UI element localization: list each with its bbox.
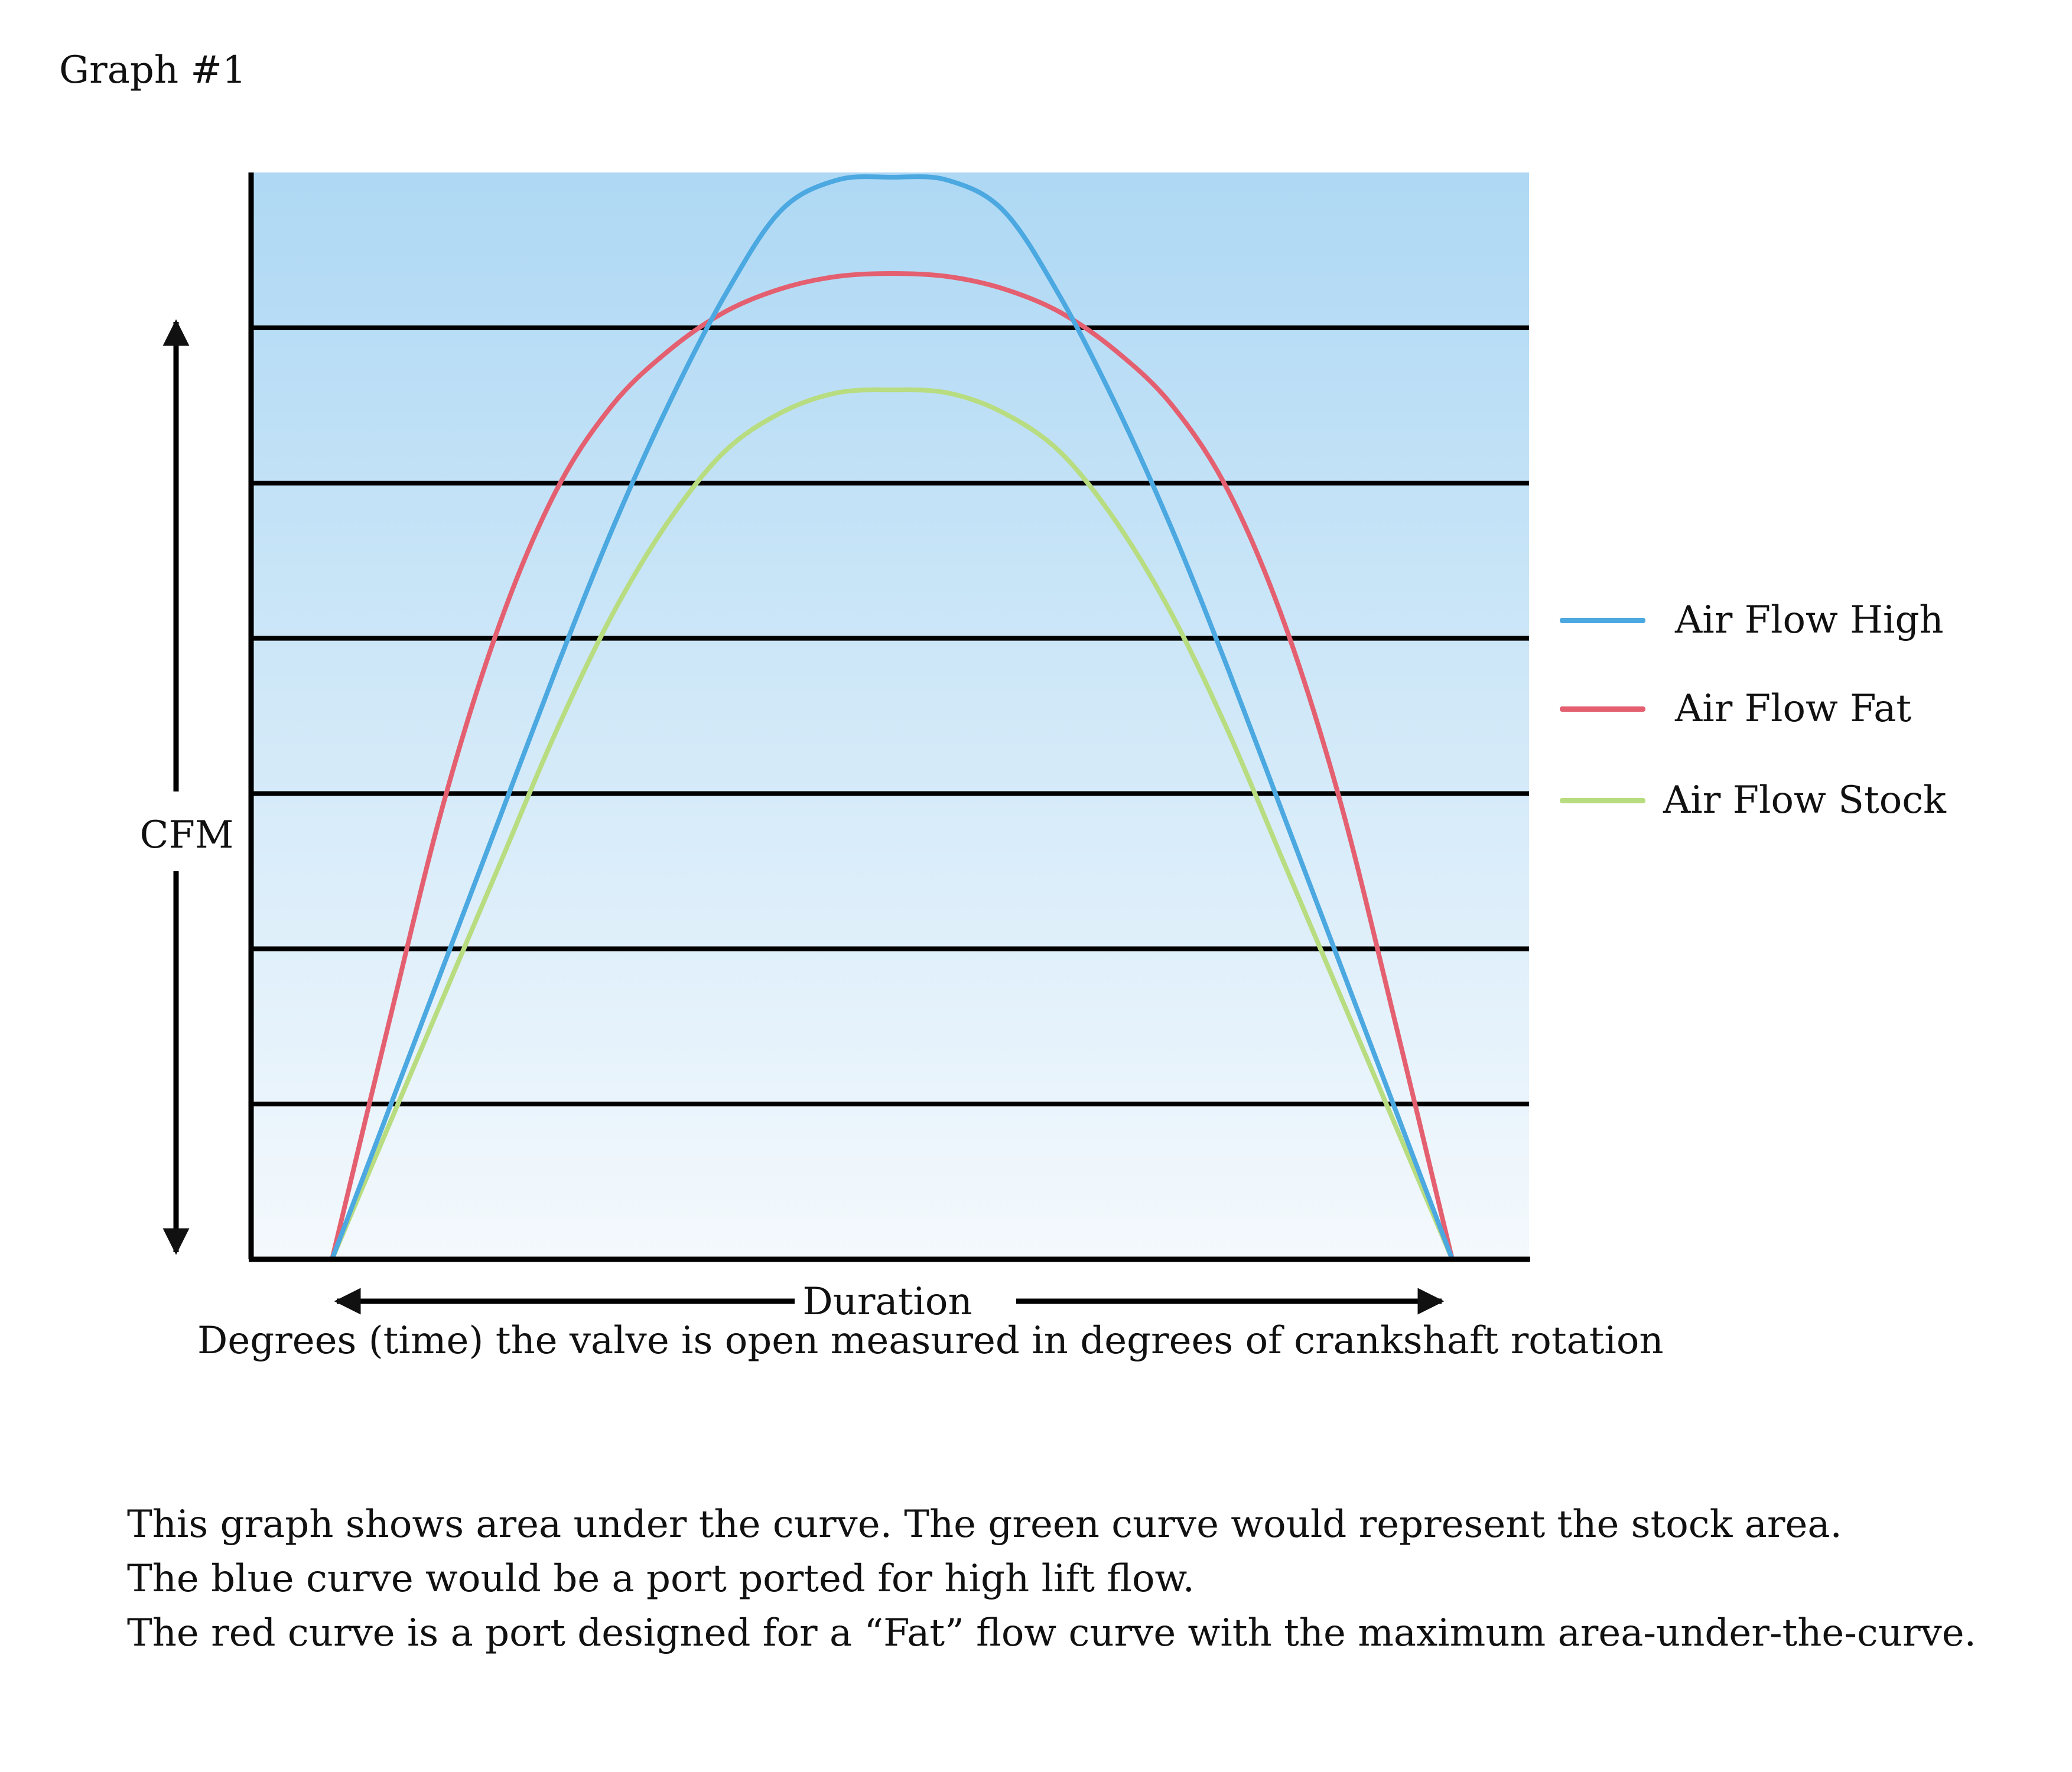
series-line-air-flow-high (330, 174, 1455, 1260)
y-axis-label: CFM (140, 813, 234, 857)
x-axis-label: Duration (802, 1280, 972, 1324)
series-line-air-flow-fat (330, 271, 1455, 1260)
grid-lines (251, 325, 1529, 1107)
legend-swatch-fat (1560, 706, 1645, 712)
series-group (330, 174, 1455, 1260)
notes: This graph shows area under the curve. T… (127, 1497, 1976, 1660)
legend-item-fat: Air Flow Fat (1560, 685, 1973, 732)
legend-swatch-stock (1560, 797, 1645, 803)
legend-swatch-high (1560, 617, 1645, 623)
legend-item-stock: Air Flow Stock (1560, 777, 1973, 824)
note-line-2: The blue curve would be a port ported fo… (127, 1557, 1195, 1601)
legend-item-high: Air Flow High (1560, 597, 1973, 644)
note-line-1: This graph shows area under the curve. T… (127, 1503, 1842, 1546)
legend-label-fat: Air Flow Fat (1675, 687, 1912, 731)
x-axis-subtitle: Degrees (time) the valve is open measure… (197, 1319, 1664, 1363)
legend-label-stock: Air Flow Stock (1663, 778, 1946, 822)
note-line-3: The red curve is a port designed for a “… (127, 1611, 1976, 1655)
plot-background (251, 172, 1529, 1259)
graph-heading: Graph #1 (59, 48, 246, 92)
legend-label-high: Air Flow High (1675, 598, 1944, 642)
series-line-air-flow-stock (330, 387, 1455, 1260)
